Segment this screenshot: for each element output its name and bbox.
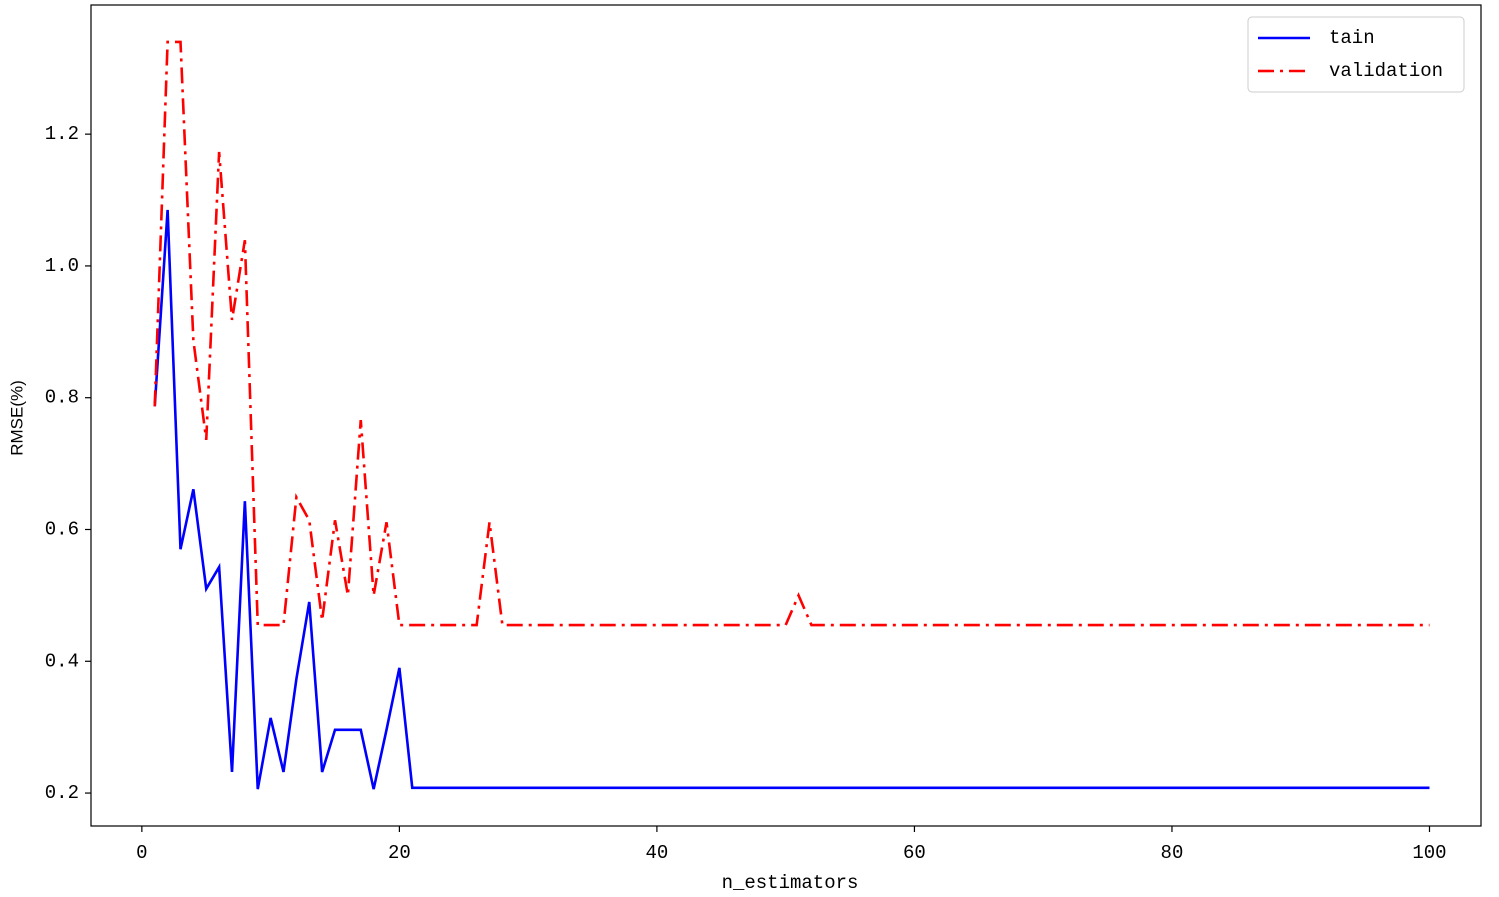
plot-frame — [90, 4, 1482, 827]
y-tick-label: 1.0 — [45, 255, 79, 277]
x-tick-label: 20 — [388, 842, 411, 864]
legend-label: tain — [1329, 27, 1375, 49]
legend-box — [1247, 16, 1465, 93]
x-tick-label: 60 — [903, 842, 926, 864]
x-tick-label: 0 — [136, 842, 147, 864]
y-axis-label: RMSE(%) — [7, 380, 26, 456]
x-tick-label: 40 — [646, 842, 669, 864]
y-tick-label: 1.2 — [45, 123, 79, 145]
line-tain — [153, 209, 1430, 790]
x-axis-label: n_estimators — [722, 872, 859, 894]
y-tick-label: 0.2 — [45, 782, 79, 804]
y-tick-label: 0.4 — [45, 650, 79, 672]
y-tick-label: 0.6 — [45, 519, 79, 541]
line-validation — [153, 40, 1430, 627]
x-tick-label: 100 — [1412, 842, 1446, 864]
y-tick-label: 0.8 — [45, 387, 79, 409]
x-tick-label: 80 — [1161, 842, 1184, 864]
legend-label: validation — [1329, 60, 1443, 82]
